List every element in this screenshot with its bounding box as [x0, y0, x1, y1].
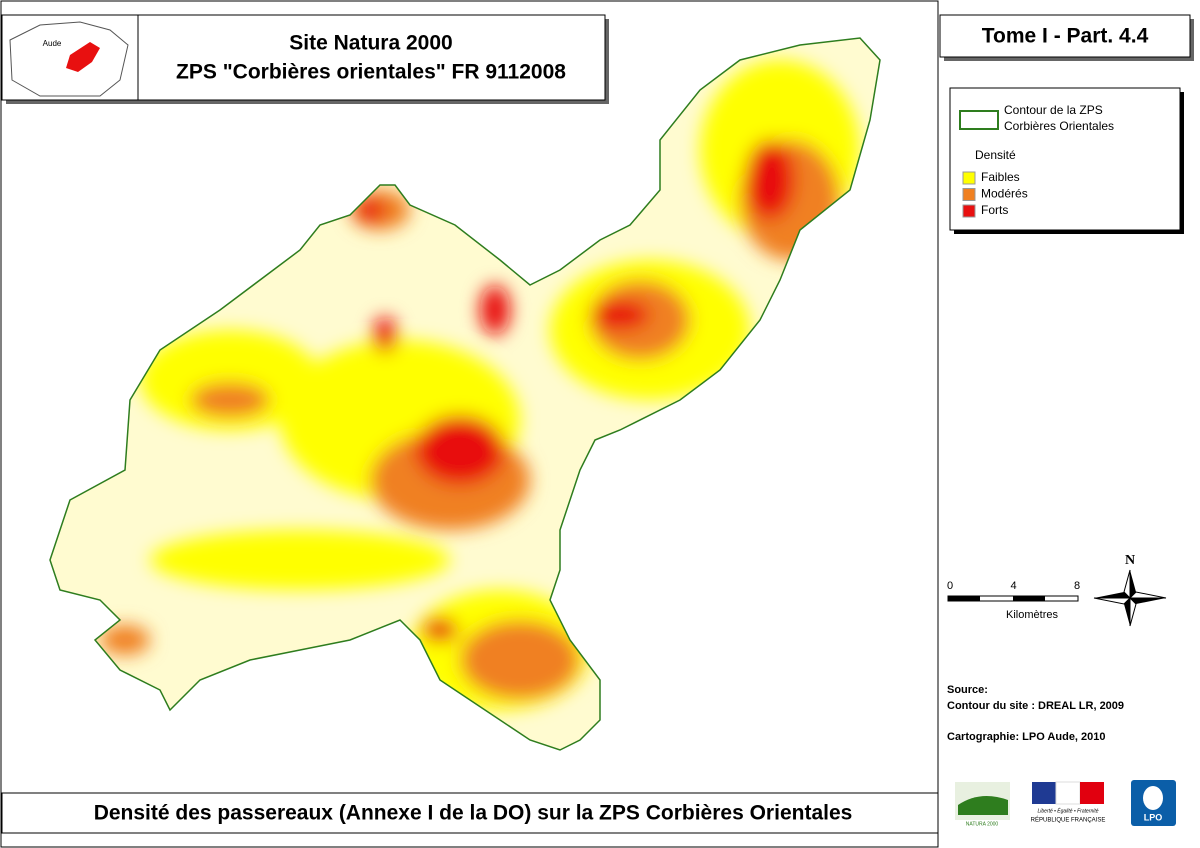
title: Site Natura 2000 — [289, 32, 452, 55]
scale-tick-label: 0 — [947, 580, 953, 592]
flag-red — [1080, 782, 1104, 804]
density-area — [190, 382, 270, 418]
scale-tick-label: 8 — [1074, 580, 1080, 592]
legend-contour: Corbières Orientales — [1004, 119, 1114, 133]
lpo-bird — [1143, 786, 1163, 810]
legend-swatch — [962, 171, 976, 185]
legend-outline-swatch — [959, 110, 999, 130]
density-area — [355, 198, 385, 222]
density-area — [422, 618, 458, 642]
north-label: N — [1125, 553, 1135, 568]
legend-label: Modérés — [981, 187, 1028, 201]
density-area — [590, 300, 650, 330]
density-area — [415, 415, 505, 485]
scale-tick-label: 4 — [1010, 580, 1016, 592]
source-heading: Source: — [947, 684, 988, 696]
flag-white — [1055, 781, 1081, 805]
map-frame — [0, 0, 939, 848]
legend-swatch — [962, 188, 976, 201]
flag-blue — [1032, 782, 1056, 804]
legend-density-title: Densité — [975, 148, 1016, 162]
inset-label: Aude — [43, 39, 62, 48]
footer-box — [1, 792, 939, 834]
legend-swatch — [962, 204, 976, 218]
inset-site — [66, 42, 100, 72]
republic: RÉPUBLIQUE FRANÇAISE — [1031, 817, 1106, 824]
legend-contour: Contour de la ZPS — [1004, 103, 1103, 117]
density-area — [150, 530, 450, 590]
republic-motto: Liberté • Égalité • Fraternité — [1037, 807, 1098, 814]
footer-title: Densité des passereaux (Annexe I de la D… — [94, 802, 853, 825]
legend-label: Forts — [981, 203, 1008, 217]
density-area — [373, 317, 397, 353]
density-area — [460, 620, 580, 700]
north-arrow — [1093, 569, 1167, 627]
scale-segment — [948, 596, 980, 601]
scale-unit: Kilomètres — [1006, 609, 1058, 621]
density-area — [140, 330, 320, 430]
density-area — [745, 140, 795, 220]
legend-label: Faibles — [981, 170, 1020, 184]
density-area — [480, 285, 510, 335]
tome: Tome I - Part. 4.4 — [982, 25, 1149, 48]
tome-box — [939, 14, 1191, 58]
source-contour: Contour du site : DREAL LR, 2009 — [947, 700, 1124, 712]
natura-logo-shape — [958, 796, 1008, 815]
source-cartography: Cartographie: LPO Aude, 2010 — [947, 731, 1106, 743]
subtitle: ZPS "Corbières orientales" FR 9112008 — [176, 61, 566, 84]
scale-segment — [1013, 596, 1045, 601]
lpo-text: LPO — [1144, 812, 1163, 822]
natura-text: NATURA 2000 — [966, 821, 999, 827]
density-area — [100, 625, 150, 655]
